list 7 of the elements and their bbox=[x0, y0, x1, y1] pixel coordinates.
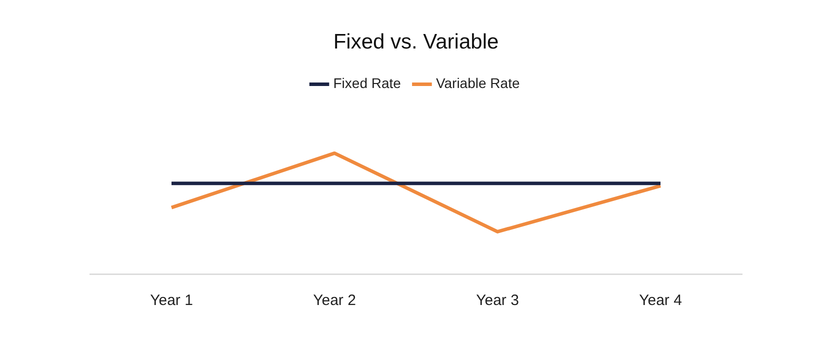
x-tick-label: Year 2 bbox=[313, 292, 356, 310]
legend-label: Fixed Rate bbox=[333, 75, 402, 92]
x-tick-label: Year 1 bbox=[150, 292, 193, 310]
chart-title: Fixed vs. Variable bbox=[333, 30, 499, 54]
x-tick-label: Year 4 bbox=[639, 292, 682, 310]
legend-label: Variable Rate bbox=[436, 75, 520, 92]
x-tick-label: Year 3 bbox=[476, 292, 519, 310]
